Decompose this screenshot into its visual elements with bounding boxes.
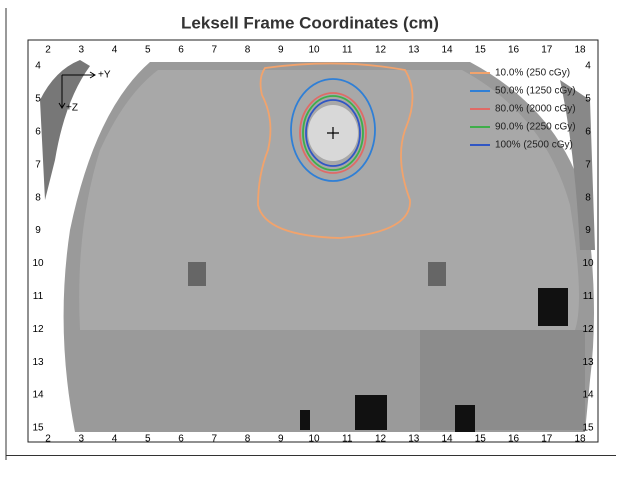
x-tick-label-top: 8 [245,45,251,56]
x-tick-label-top: 12 [375,45,387,56]
x-tick-label-top: 2 [45,45,51,56]
y-tick-label-right: 5 [585,94,591,105]
x-tick-label-top: 15 [475,45,487,56]
x-tick-label-top: 3 [78,45,84,56]
x-tick-label-bottom: 11 [342,434,353,445]
y-tick-label-right: 15 [582,423,594,434]
x-tick-label-top: 17 [541,45,553,56]
page: Leksell Frame Coordinates (cm) +Y +Z 2 2 3… [0,0,621,477]
x-tick-label-bottom: 13 [408,434,420,445]
orientation-y: +Y [98,70,111,81]
legend-label: 50.0% (1250 cGy) [495,86,576,97]
x-tick-label-bottom: 9 [278,434,284,445]
x-tick-label-top: 14 [441,45,453,56]
y-tick-label-left: 12 [32,324,44,335]
legend-label: 10.0% (250 cGy) [495,68,570,79]
x-tick-label-bottom: 15 [475,434,487,445]
y-tick-label-right: 9 [585,225,591,236]
y-tick-label-left: 11 [33,291,44,302]
scan-image [40,60,595,432]
orientation-z: +Z [66,103,78,114]
y-tick-label-left: 4 [35,61,41,72]
x-tick-label-bottom: 8 [245,434,251,445]
y-tick-label-right: 7 [585,159,591,170]
x-tick-label-bottom: 2 [45,434,51,445]
y-tick-label-right: 8 [585,192,591,203]
title: Leksell Frame Coordinates (cm) [181,13,439,32]
x-tick-label-top: 10 [308,45,320,56]
x-tick-label-bottom: 10 [308,434,320,445]
legend-label: 80.0% (2000 cGy) [495,104,576,115]
x-tick-label-top: 7 [211,45,217,56]
y-tick-label-left: 6 [35,126,41,137]
x-tick-label-top: 13 [408,45,420,56]
x-tick-label-bottom: 6 [178,434,184,445]
x-tick-label-top: 18 [574,45,586,56]
y-tick-label-left: 14 [32,390,44,401]
legend-label: 90.0% (2250 cGy) [495,122,576,133]
page-border [6,455,616,456]
x-tick-label-bottom: 16 [508,434,520,445]
x-tick-label-top: 6 [178,45,184,56]
x-tick-label-bottom: 12 [375,434,387,445]
y-tick-label-left: 13 [32,357,44,368]
y-tick-label-right: 11 [583,291,594,302]
y-tick-label-left: 8 [35,192,41,203]
x-tick-label-bottom: 4 [112,434,118,445]
y-tick-label-left: 15 [32,423,44,434]
y-tick-label-right: 12 [582,324,594,335]
y-tick-label-right: 4 [585,61,591,72]
y-tick-label-left: 5 [35,94,41,105]
y-tick-label-left: 9 [35,225,41,236]
x-tick-label-top: 16 [508,45,520,56]
legend-label: 100% (2500 cGy) [495,140,573,151]
x-tick-label-top: 11 [342,45,353,56]
x-tick-label-bottom: 18 [574,434,586,445]
y-tick-label-right: 6 [585,126,591,137]
x-tick-label-bottom: 5 [145,434,151,445]
y-tick-label-right: 13 [582,357,594,368]
x-tick-label-bottom: 3 [78,434,84,445]
y-tick-label-left: 7 [35,159,41,170]
x-tick-label-top: 4 [112,45,118,56]
x-tick-label-top: 5 [145,45,151,56]
y-tick-label-right: 10 [582,258,594,269]
y-tick-label-left: 10 [32,258,44,269]
x-tick-label-top: 9 [278,45,284,56]
x-tick-label-bottom: 7 [211,434,217,445]
y-tick-label-right: 14 [582,390,594,401]
x-tick-label-bottom: 14 [441,434,453,445]
x-tick-label-bottom: 17 [541,434,553,445]
